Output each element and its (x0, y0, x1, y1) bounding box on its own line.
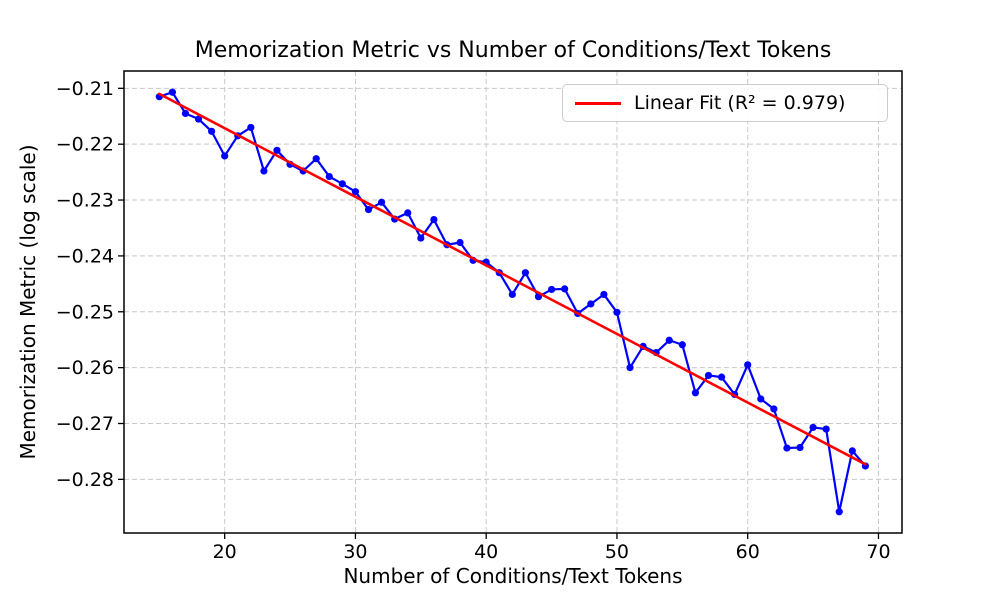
data-point (417, 234, 425, 242)
y-tick-label: −0.27 (56, 413, 114, 435)
y-tick-label: −0.25 (56, 301, 114, 323)
data-point (521, 269, 530, 277)
y-axis-label: Memorization Metric (log scale) (16, 144, 40, 460)
data-point (665, 336, 673, 344)
data-point (848, 447, 856, 455)
y-tick-label: −0.21 (56, 78, 114, 100)
x-tick-label: 40 (474, 541, 498, 563)
data-point (717, 373, 726, 381)
data-point (547, 285, 556, 294)
data-point (613, 308, 621, 316)
y-tick-label: −0.26 (56, 357, 114, 379)
data-point (835, 508, 843, 516)
fit-line (158, 92, 867, 466)
data-point (691, 389, 700, 397)
data-point (456, 238, 464, 247)
data-point (377, 198, 386, 206)
data-point (508, 290, 516, 299)
data-point (312, 155, 320, 163)
data-point (561, 285, 569, 293)
data-point (796, 443, 804, 452)
x-tick-label: 30 (343, 541, 367, 563)
data-point (430, 215, 438, 224)
data-point (338, 180, 346, 188)
data-point (704, 371, 713, 380)
data-point (744, 361, 752, 369)
axes-spines (123, 70, 903, 534)
y-tick-label: −0.23 (56, 190, 114, 212)
x-axis-label: Number of Conditions/Text Tokens (343, 564, 683, 588)
data-point (325, 172, 333, 181)
data-point (247, 123, 255, 132)
data-point (194, 115, 203, 123)
data-point (273, 146, 281, 154)
data-point (770, 405, 778, 413)
data-point (626, 364, 634, 372)
data-point (221, 152, 229, 160)
legend-label: Linear Fit (R² = 0.979) (634, 92, 846, 114)
x-tick-label: 50 (605, 541, 629, 563)
data-point (809, 423, 817, 432)
data-point (587, 300, 595, 308)
data-line (158, 91, 867, 513)
legend-line-sample (575, 101, 621, 105)
legend: Linear Fit (R² = 0.979) (562, 84, 888, 122)
y-tick-label: −0.24 (56, 245, 114, 267)
y-tick-label: −0.22 (56, 134, 114, 156)
data-point (822, 425, 830, 433)
data-point (208, 127, 216, 135)
x-tick-label: 70 (866, 541, 890, 563)
data-point (364, 205, 373, 214)
x-tick-label: 60 (736, 541, 760, 563)
data-point (260, 167, 268, 175)
data-point (757, 395, 765, 403)
data-point (404, 209, 412, 217)
data-point (168, 88, 176, 96)
data-point (600, 290, 608, 299)
data-point (351, 188, 360, 196)
x-tick-label: 20 (213, 541, 237, 563)
y-tick-label: −0.28 (56, 469, 114, 491)
data-point (678, 341, 686, 349)
data-point (783, 444, 791, 452)
data-point (181, 109, 190, 118)
chart-title: Memorization Metric vs Number of Conditi… (194, 38, 832, 63)
